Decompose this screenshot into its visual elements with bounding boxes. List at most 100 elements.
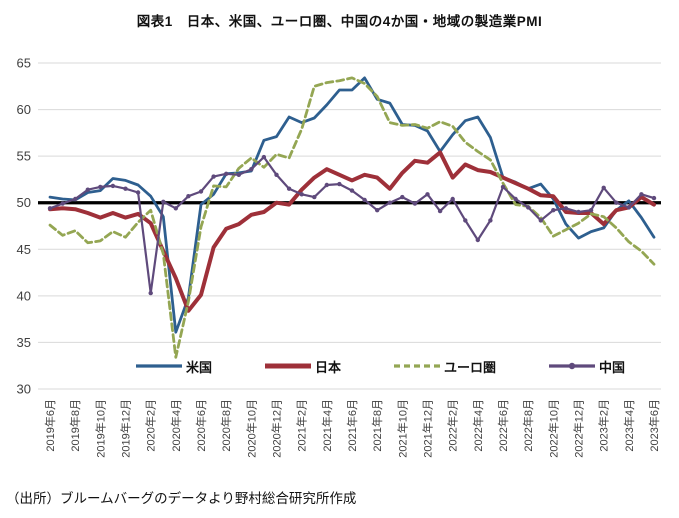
y-axis-label: 50 (17, 195, 31, 210)
x-axis-label: 2023年6月 (647, 399, 661, 452)
y-axis-label: 60 (17, 102, 31, 117)
series-marker-china (626, 205, 631, 210)
series-marker-china (324, 182, 329, 188)
legend-item-us: 米国 (135, 357, 212, 376)
series-marker-china (538, 218, 543, 223)
series-marker-china (425, 192, 430, 197)
series-marker-china (123, 186, 128, 191)
series-marker-china (224, 171, 229, 176)
x-axis-label: 2020年8月 (219, 399, 233, 452)
legend-item-japan: 日本 (264, 357, 341, 376)
series-marker-china (349, 188, 355, 193)
series-marker-china (475, 237, 480, 243)
series-marker-china (588, 208, 594, 213)
x-axis-label: 2020年10月 (244, 399, 258, 458)
series-marker-china (110, 183, 116, 189)
legend-label-eurozone: ユーロ圏 (444, 359, 497, 375)
x-axis-label: 2023年4月 (622, 399, 636, 452)
series-marker-china (249, 167, 254, 172)
series-marker-china (563, 206, 569, 211)
x-axis-label: 2021年4月 (320, 399, 334, 452)
y-axis-label: 35 (17, 335, 31, 350)
series-line-eurozone (48, 76, 656, 359)
x-axis-label: 2020年2月 (144, 399, 158, 452)
y-axis-label: 40 (17, 288, 31, 303)
source-caption: （出所）ブルームバーグのデータより野村総合研究所作成 (6, 491, 357, 506)
series-marker-china (576, 209, 581, 215)
series-marker-china (211, 174, 216, 179)
series-line-japan (48, 150, 656, 313)
x-axis-label: 2019年10月 (93, 399, 107, 458)
series-marker-china (614, 200, 619, 205)
x-axis-label: 2021年6月 (345, 399, 359, 452)
series-marker-china (463, 218, 468, 223)
series-marker-china (526, 205, 531, 210)
x-axis-label: 2020年4月 (169, 399, 183, 452)
y-axis-label: 55 (17, 149, 31, 164)
series-marker-china (98, 184, 103, 190)
x-axis-label: 2022年4月 (471, 399, 485, 452)
series-marker-china (135, 190, 141, 195)
series-marker-china (186, 194, 191, 199)
series-marker-china (236, 172, 241, 177)
x-axis-label: 2021年10月 (395, 399, 409, 458)
series-marker-china (148, 290, 153, 296)
series-marker-china (299, 192, 304, 197)
legend-swatch-eurozone (394, 364, 440, 368)
series-marker-china (651, 195, 657, 201)
series-marker-china (337, 181, 342, 187)
series-marker-china (286, 186, 292, 191)
series-marker-china (362, 197, 367, 203)
y-axis-label: 45 (17, 242, 31, 257)
series-line-china (48, 156, 656, 295)
x-axis-label: 2022年6月 (496, 399, 510, 452)
series-marker-china (513, 196, 518, 202)
x-axis-label: 2022年10月 (546, 399, 560, 458)
series-marker-china (375, 208, 380, 213)
series-marker-china (488, 218, 493, 223)
series-marker-china (601, 185, 606, 190)
x-axis-label: 2023年2月 (597, 399, 611, 452)
series-marker-china (198, 189, 204, 194)
legend-item-china: 中国 (548, 357, 625, 376)
series-marker-china (437, 208, 443, 214)
x-axis-label: 2019年12月 (119, 399, 133, 458)
series-marker-china (450, 196, 455, 202)
chart-legend: 米国 日本 ユーロ圏 中国 (120, 354, 640, 378)
legend-label-us: 米国 (185, 359, 212, 375)
series-marker-china (639, 192, 644, 197)
chart-title: 図表1 日本、米国、ユーロ圏、中国の4か国・地域の製造業PMI (136, 14, 543, 29)
series-marker-china (60, 201, 65, 206)
series-marker-china (73, 196, 78, 202)
series-marker-china (412, 201, 418, 206)
series-marker-china (47, 206, 53, 211)
legend-label-china: 中国 (599, 359, 626, 375)
x-axis-label: 2022年12月 (572, 399, 586, 458)
y-axis-label: 65 (17, 56, 31, 71)
series-marker-china (400, 194, 405, 200)
legend-swatch-japan (264, 363, 311, 369)
x-axis-label: 2019年6月 (43, 399, 57, 452)
x-axis-label: 2020年12月 (270, 399, 284, 458)
series-marker-china (551, 208, 556, 213)
series-marker-china (274, 172, 279, 177)
legend-swatch-china (549, 362, 596, 370)
x-axis-label: 2021年2月 (295, 399, 309, 452)
legend-item-eurozone: ユーロ圏 (393, 357, 496, 376)
series-marker-china (261, 154, 267, 160)
series-marker-china (85, 187, 91, 192)
legend-swatch-us (135, 364, 182, 368)
x-axis-label: 2020年6月 (194, 399, 208, 452)
x-axis-label: 2022年2月 (446, 399, 460, 452)
x-axis-label: 2021年12月 (421, 399, 435, 458)
series-marker-china (312, 194, 317, 200)
x-axis-label: 2021年8月 (370, 399, 384, 452)
x-axis-label: 2022年8月 (521, 399, 535, 452)
series-marker-china (500, 184, 506, 190)
series-marker-china (173, 206, 178, 211)
x-axis-label: 2019年8月 (68, 399, 82, 452)
series-marker-china (387, 200, 392, 205)
y-axis-label: 30 (17, 382, 31, 397)
legend-label-japan: 日本 (314, 359, 341, 375)
